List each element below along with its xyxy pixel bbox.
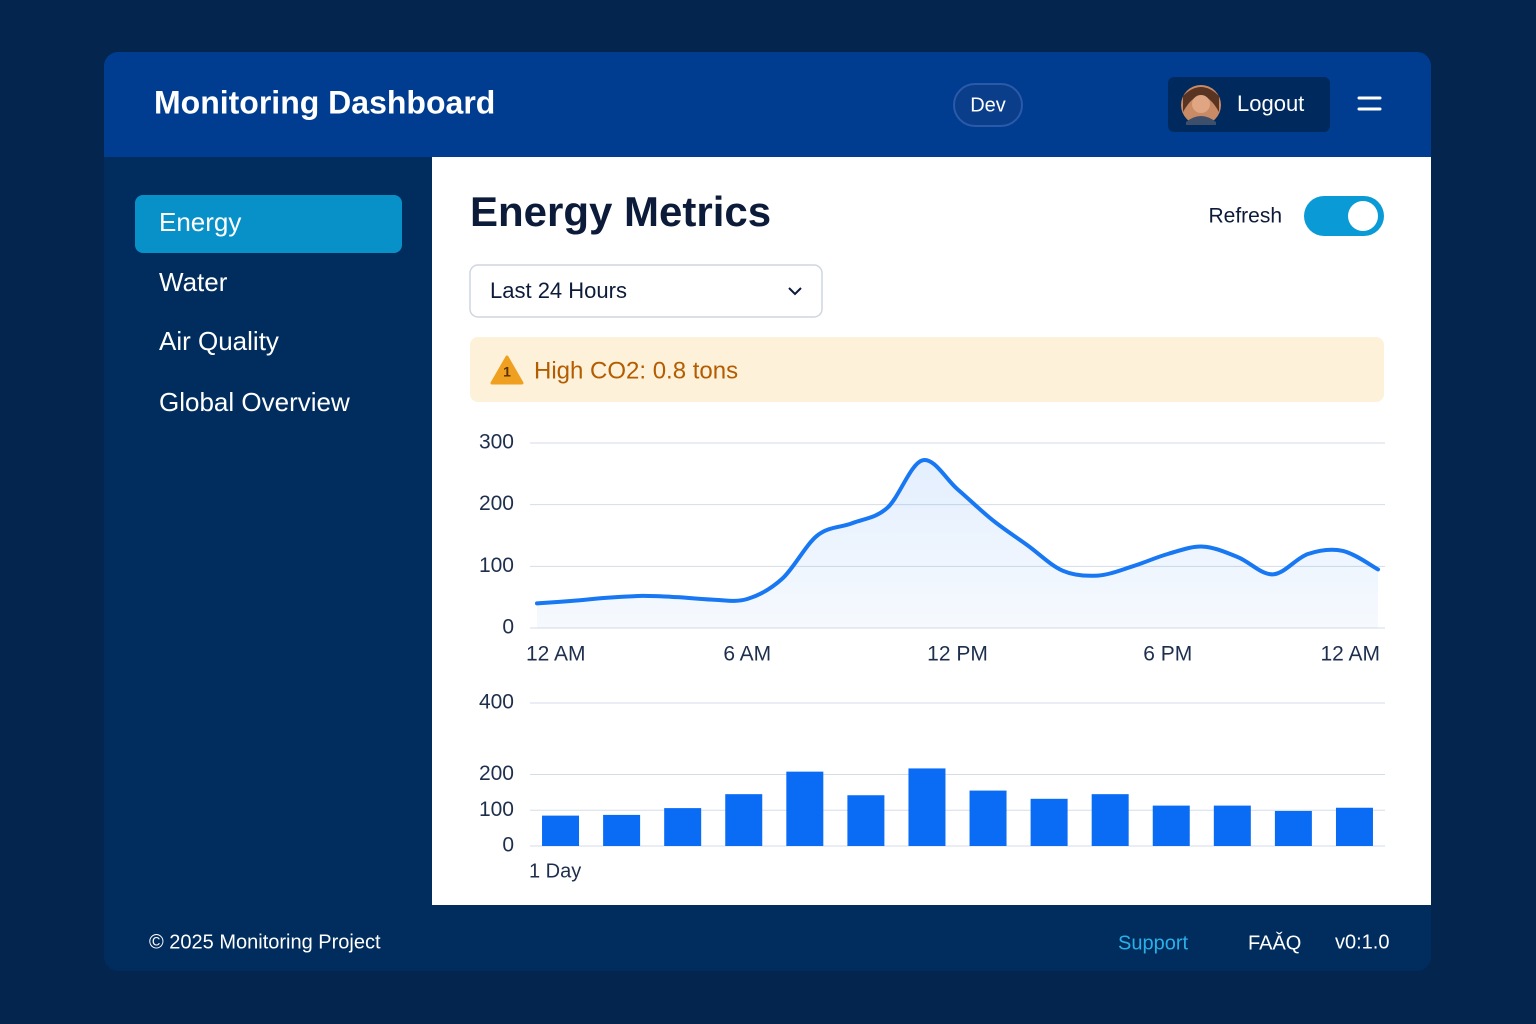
menu-icon[interactable]	[1357, 96, 1382, 111]
bar	[603, 814, 641, 846]
sidebar	[104, 157, 432, 905]
avatar-face	[1192, 95, 1210, 113]
charts: 0 100 200 300 12 AM 6 AM 12 PM 6 PM 12 AM 0 100 200…	[479, 431, 1385, 882]
nav-item[interactable]: Air Quality	[159, 326, 279, 356]
bar	[908, 768, 946, 846]
bar	[1335, 807, 1373, 846]
x-tick-label: 12 AM	[1320, 643, 1380, 666]
toggle-knob	[1348, 201, 1378, 231]
nav-item[interactable]: Water	[159, 267, 228, 297]
y-tick-label: 100	[479, 798, 514, 821]
range-select[interactable]	[469, 264, 823, 318]
nav-item[interactable]: Energy	[159, 207, 241, 237]
y-tick-label: 200	[479, 492, 514, 515]
x-tick-label: 6 PM	[1143, 643, 1192, 666]
bar	[1152, 805, 1190, 846]
y-tick-label: 100	[479, 554, 514, 577]
page-title: Energy Metrics	[470, 188, 771, 235]
bar	[1213, 805, 1251, 846]
alert-text: High CO2: 0.8 tons	[534, 357, 738, 384]
copyright: © 2025 Monitoring Project	[149, 931, 381, 953]
footer-link[interactable]: Support	[1118, 932, 1188, 954]
range-label: Last 24 Hours	[490, 278, 627, 303]
bar	[542, 815, 580, 846]
y-tick-label: 0	[502, 616, 514, 639]
bar	[664, 808, 702, 846]
refresh-label: Refresh	[1208, 205, 1282, 228]
avatar-body	[1186, 116, 1216, 125]
warning-icon	[490, 355, 524, 385]
alert-box	[470, 337, 1384, 402]
env-label: Dev	[970, 94, 1006, 116]
env-badge[interactable]	[953, 83, 1023, 127]
x-axis-label: 1 Day	[529, 860, 581, 882]
bar	[1091, 794, 1129, 846]
line	[535, 458, 1380, 606]
x-tick-label: 12 PM	[927, 643, 988, 666]
bar	[969, 790, 1007, 846]
y-tick-label: 400	[479, 691, 514, 714]
bar	[847, 795, 885, 846]
nav-item[interactable]: Global Overview	[159, 387, 350, 417]
avatar-hair	[1183, 87, 1219, 112]
x-tick-label: 6 AM	[723, 643, 771, 666]
bar	[1030, 798, 1068, 846]
chevron	[788, 287, 802, 296]
warning-icon-text: 1	[503, 364, 511, 380]
footer-link[interactable]: FAǍQ	[1248, 931, 1301, 954]
bar	[786, 771, 824, 846]
bar	[725, 794, 763, 846]
logout-label: Logout	[1237, 91, 1304, 116]
nav-active	[135, 195, 402, 253]
x-tick-label: 12 AM	[526, 643, 586, 666]
app-title: Monitoring Dashboard	[154, 84, 495, 120]
version: v0:1.0	[1335, 931, 1389, 953]
footer-bar	[104, 905, 1431, 971]
y-tick-label: 0	[502, 834, 514, 857]
area	[537, 459, 1378, 628]
bar	[1274, 810, 1312, 846]
y-tick-label: 200	[479, 762, 514, 785]
y-tick-label: 300	[479, 431, 514, 454]
